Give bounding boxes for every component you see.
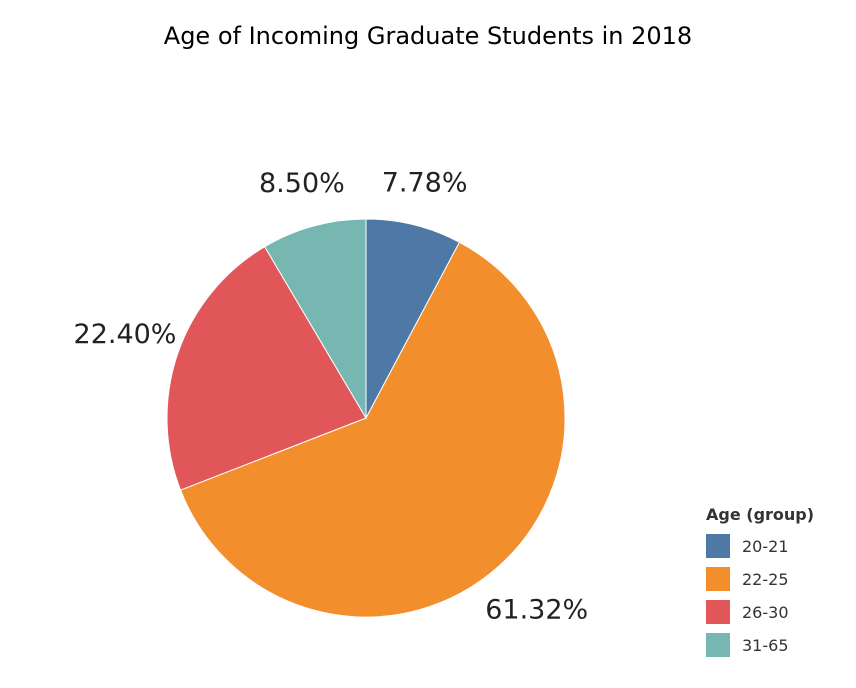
pie-slice-31-65[interactable]: [264, 218, 367, 420]
legend: Age (group) 20-21 22-25 26-30 31-65: [706, 505, 846, 666]
legend-swatch: [706, 633, 730, 657]
chart-title: Age of Incoming Graduate Students in 201…: [163, 22, 693, 50]
pie-value-label: 61.32%: [485, 595, 588, 626]
legend-label: 26-30: [742, 602, 789, 622]
legend-label: 31-65: [742, 635, 789, 655]
legend-swatch: [706, 567, 730, 591]
legend-swatch: [706, 534, 730, 558]
legend-label: 22-25: [742, 569, 789, 589]
pie-slices: [166, 218, 566, 618]
legend-item-22-25[interactable]: 22-25: [706, 567, 846, 591]
pie-slice-26-30[interactable]: [166, 246, 367, 491]
legend-title: Age (group): [706, 505, 815, 524]
legend-item-31-65[interactable]: 31-65: [706, 633, 846, 657]
pie-slice-20-21[interactable]: [365, 218, 461, 419]
pie-value-label: 22.40%: [74, 319, 177, 350]
legend-label: 20-21: [742, 536, 789, 556]
pie-value-label: 7.78%: [382, 168, 468, 199]
pie-value-label: 8.50%: [259, 168, 345, 199]
pie-value-labels: 7.78% 61.32% 22.40% 8.50%: [74, 168, 589, 626]
legend-item-20-21[interactable]: 20-21: [706, 534, 846, 558]
pie-slice-22-25[interactable]: [179, 241, 566, 618]
legend-item-26-30[interactable]: 26-30: [706, 600, 846, 624]
legend-swatch: [706, 600, 730, 624]
